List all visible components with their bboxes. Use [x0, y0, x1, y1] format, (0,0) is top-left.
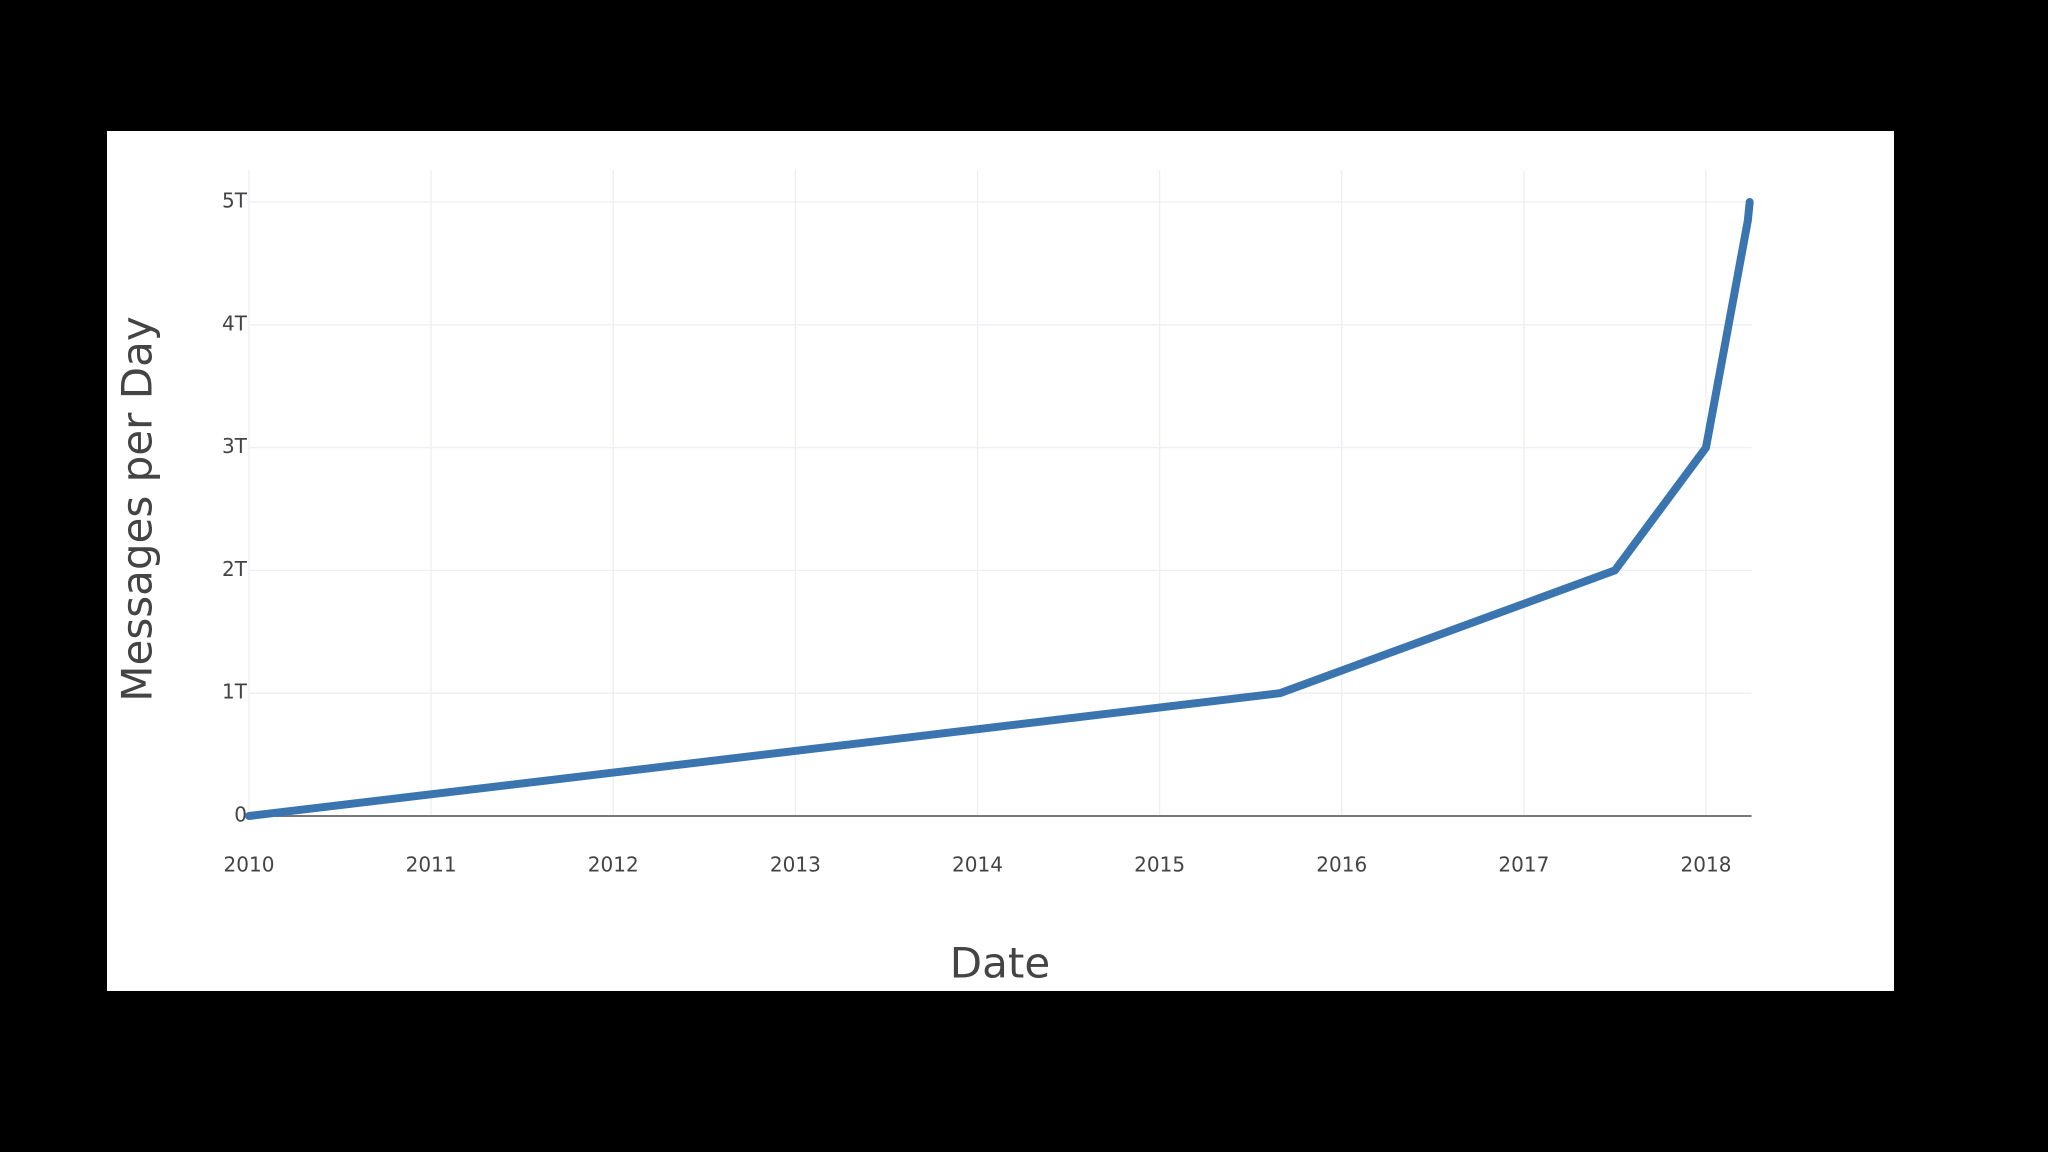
y-axis-label: Messages per Day — [113, 316, 162, 701]
y-tick-label: 4T — [222, 311, 248, 335]
x-tick-label: 2014 — [952, 853, 1003, 877]
y-tick-label: 0 — [234, 803, 247, 827]
x-tick-label: 2017 — [1498, 853, 1549, 877]
x-tick-label: 2013 — [770, 853, 821, 877]
x-axis-label: Date — [950, 939, 1050, 988]
data-line — [245, 198, 1754, 820]
y-tick-label: 2T — [222, 557, 248, 581]
y-tick-label: 1T — [222, 680, 248, 704]
x-tick-label: 2012 — [588, 853, 639, 877]
y-tick-label: 5T — [222, 189, 248, 213]
x-tick-label: 2011 — [406, 853, 457, 877]
y-tick-label: 3T — [222, 434, 248, 458]
x-tick-label: 2010 — [224, 853, 275, 877]
chart-panel — [107, 131, 1894, 991]
x-tick-label: 2016 — [1316, 853, 1367, 877]
x-tick-label: 2018 — [1681, 853, 1732, 877]
x-tick-label: 2015 — [1134, 853, 1185, 877]
